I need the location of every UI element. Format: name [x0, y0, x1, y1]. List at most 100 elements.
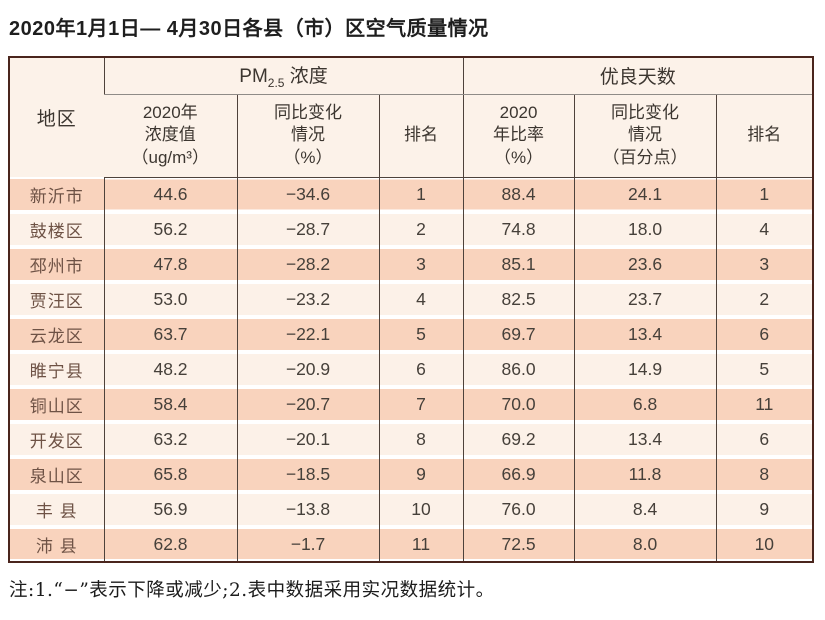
value-cell: 9	[378, 457, 464, 492]
value-cell: 8	[378, 422, 464, 457]
value-cell: −22.1	[236, 317, 379, 352]
value-cell: 14.9	[573, 352, 717, 387]
value-cell: 76.0	[462, 492, 575, 527]
value-cell: 1	[378, 177, 464, 212]
value-cell: 4	[378, 282, 464, 317]
column-header-region: 地区	[9, 57, 104, 177]
value-cell: 4	[715, 212, 814, 247]
value-cell: −18.5	[236, 457, 379, 492]
value-cell: 53.0	[103, 282, 237, 317]
region-cell: 开发区	[9, 422, 104, 457]
value-cell: 10	[715, 527, 814, 562]
value-cell: 62.8	[103, 527, 237, 562]
table-row: 云龙区 63.7 −22.1 5 69.7 13.4 6	[9, 317, 814, 352]
value-cell: 3	[378, 247, 464, 282]
column-header-yoy-change-points: 同比变化 情况 （百分点）	[573, 94, 717, 178]
value-cell: 86.0	[462, 352, 575, 387]
value-cell: 6	[378, 352, 464, 387]
value-cell: 5	[378, 317, 464, 352]
value-cell: −23.2	[236, 282, 379, 317]
value-cell: −28.2	[236, 247, 379, 282]
pm25-prefix: PM	[239, 66, 268, 88]
value-cell: −28.7	[236, 212, 379, 247]
value-cell: 69.2	[462, 422, 575, 457]
region-cell: 邳州市	[9, 247, 104, 282]
value-cell: 63.7	[103, 317, 237, 352]
value-cell: 11	[378, 527, 464, 562]
region-cell: 沛 县	[9, 527, 104, 562]
value-cell: 5	[715, 352, 814, 387]
value-cell: 23.7	[573, 282, 717, 317]
value-cell: 56.2	[103, 212, 237, 247]
column-group-good-days: 优良天数	[462, 57, 814, 95]
value-cell: 1	[715, 177, 814, 212]
value-cell: 3	[715, 247, 814, 282]
region-cell: 云龙区	[9, 317, 104, 352]
value-cell: 44.6	[103, 177, 237, 212]
value-cell: 85.1	[462, 247, 575, 282]
region-cell: 睢宁县	[9, 352, 104, 387]
value-cell: 6	[715, 422, 814, 457]
column-header-2020-ratio: 2020 年比率 （%）	[462, 94, 575, 178]
value-cell: 24.1	[573, 177, 717, 212]
table-row: 睢宁县 48.2 −20.9 6 86.0 14.9 5	[9, 352, 814, 387]
value-cell: −20.7	[236, 387, 379, 422]
column-group-pm25: PM2.5 浓度	[103, 57, 464, 95]
value-cell: 18.0	[573, 212, 717, 247]
value-cell: 6.8	[573, 387, 717, 422]
header-group-row: 地区 PM2.5 浓度 优良天数	[9, 57, 814, 177]
pm25-subscript: 2.5	[267, 76, 285, 91]
table-row: 邳州市 47.8 −28.2 3 85.1 23.6 3	[9, 247, 814, 282]
value-cell: 47.8	[103, 247, 237, 282]
value-cell: −1.7	[236, 527, 379, 562]
column-header-yoy-change-pct: 同比变化 情况 （%）	[236, 94, 379, 178]
region-cell: 鼓楼区	[9, 212, 104, 247]
value-cell: 65.8	[103, 457, 237, 492]
value-cell: 7	[378, 387, 464, 422]
value-cell: 13.4	[573, 317, 717, 352]
table-row: 泉山区 65.8 −18.5 9 66.9 11.8 8	[9, 457, 814, 492]
value-cell: 10	[378, 492, 464, 527]
region-cell: 贾汪区	[9, 282, 104, 317]
value-cell: 74.8	[462, 212, 575, 247]
air-quality-table: 地区 PM2.5 浓度 优良天数 2020年 浓度值 （ug/m³） 同比变化 …	[8, 56, 815, 563]
value-cell: 66.9	[462, 457, 575, 492]
value-cell: −13.8	[236, 492, 379, 527]
value-cell: 23.6	[573, 247, 717, 282]
value-cell: 72.5	[462, 527, 575, 562]
value-cell: 70.0	[462, 387, 575, 422]
header-sub-row: 2020年 浓度值 （ug/m³） 同比变化 情况 （%） 排名 2020 年比…	[9, 94, 814, 178]
value-cell: 13.4	[573, 422, 717, 457]
table-row: 铜山区 58.4 −20.7 7 70.0 6.8 11	[9, 387, 814, 422]
column-header-rank-good-days: 排名	[715, 94, 814, 178]
region-cell: 泉山区	[9, 457, 104, 492]
value-cell: 2	[378, 212, 464, 247]
table-row: 开发区 63.2 −20.1 8 69.2 13.4 6	[9, 422, 814, 457]
value-cell: 8.0	[573, 527, 717, 562]
value-cell: 63.2	[103, 422, 237, 457]
value-cell: −20.9	[236, 352, 379, 387]
table-header: 地区 PM2.5 浓度 优良天数 2020年 浓度值 （ug/m³） 同比变化 …	[9, 57, 814, 178]
value-cell: 2	[715, 282, 814, 317]
region-cell: 铜山区	[9, 387, 104, 422]
value-cell: 6	[715, 317, 814, 352]
value-cell: 88.4	[462, 177, 575, 212]
table-row: 贾汪区 53.0 −23.2 4 82.5 23.7 2	[9, 282, 814, 317]
footnote: 注:1.“−”表示下降或减少;2.表中数据采用实况数据统计。	[9, 580, 495, 601]
region-cell: 新沂市	[9, 177, 104, 212]
table-row: 丰 县 56.9 −13.8 10 76.0 8.4 9	[9, 492, 814, 527]
column-header-rank-pm25: 排名	[378, 94, 464, 178]
table-row: 鼓楼区 56.2 −28.7 2 74.8 18.0 4	[9, 212, 814, 247]
value-cell: 11	[715, 387, 814, 422]
table-body: 新沂市 44.6 −34.6 1 88.4 24.1 1 鼓楼区 56.2 −28.7 2 74.8 1…	[9, 177, 814, 562]
table-row: 沛 县 62.8 −1.7 11 72.5 8.0 10	[9, 527, 814, 562]
value-cell: 48.2	[103, 352, 237, 387]
value-cell: 56.9	[103, 492, 237, 527]
table-row: 新沂市 44.6 −34.6 1 88.4 24.1 1	[9, 177, 814, 212]
page-title: 2020年1月1日— 4月30日各县（市）区空气质量情况	[9, 18, 489, 40]
column-header-2020-concentration: 2020年 浓度值 （ug/m³）	[104, 94, 237, 178]
value-cell: 69.7	[462, 317, 575, 352]
value-cell: −34.6	[236, 177, 379, 212]
value-cell: −20.1	[236, 422, 379, 457]
